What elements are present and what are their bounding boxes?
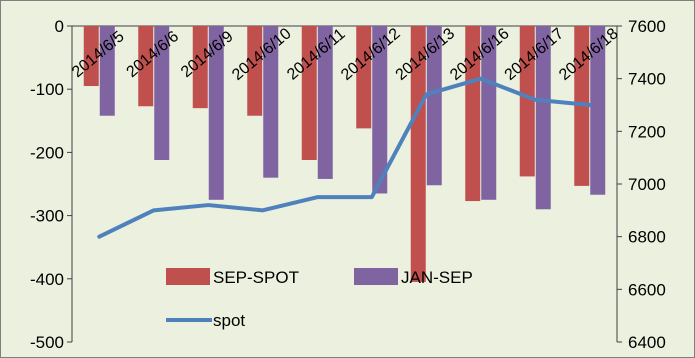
bar-sep-spot — [465, 26, 481, 202]
bar-sep-spot — [83, 26, 99, 87]
left-tick-label: -400 — [30, 270, 64, 289]
legend-label-sep-spot: SEP-SPOT — [213, 268, 299, 287]
left-tick-label: 0 — [55, 17, 64, 36]
legend-label-jan-sep: JAN-SEP — [401, 268, 473, 287]
bar-jan-sep — [372, 26, 388, 194]
legend-swatch-sep-spot — [166, 268, 210, 285]
right-tick-label: 6600 — [628, 280, 666, 299]
left-tick-label: -300 — [30, 207, 64, 226]
bar-jan-sep — [426, 26, 442, 186]
series-line-spot — [97, 76, 592, 239]
legend: SEP-SPOT JAN-SEP spot — [166, 268, 473, 330]
bar-jan-sep — [590, 26, 606, 195]
bar-jan-sep — [154, 26, 170, 160]
spot-line — [97, 76, 592, 239]
left-tick-label: -200 — [30, 143, 64, 162]
left-tick-label: -100 — [30, 80, 64, 99]
bar-jan-sep — [317, 26, 333, 179]
bars — [83, 26, 606, 282]
right-tick-label: 7200 — [628, 122, 666, 141]
bar-sep-spot — [247, 26, 263, 116]
legend-label-spot: spot — [213, 311, 245, 330]
bar-jan-sep — [535, 26, 551, 210]
bar-jan-sep — [263, 26, 279, 178]
bar-sep-spot — [356, 26, 372, 129]
right-tick-label: 6800 — [628, 228, 666, 247]
right-tick-label: 7000 — [628, 175, 666, 194]
bar-sep-spot — [301, 26, 317, 160]
axes: 0 -100 -200 -300 -400 -500 7600 7400 7200 7000 680… — [30, 17, 666, 352]
bar-jan-sep — [208, 26, 224, 200]
right-tick-label: 6400 — [628, 333, 666, 352]
right-tick-label: 7600 — [628, 17, 666, 36]
bar-sep-spot — [410, 26, 426, 282]
left-tick-label: -500 — [30, 333, 64, 352]
bar-jan-sep — [99, 26, 115, 116]
right-tick-label: 7400 — [628, 70, 666, 89]
legend-swatch-jan-sep — [354, 268, 398, 285]
bar-sep-spot — [192, 26, 208, 109]
bar-sep-spot — [519, 26, 535, 177]
bar-jan-sep — [481, 26, 497, 200]
bar-sep-spot — [138, 26, 154, 107]
